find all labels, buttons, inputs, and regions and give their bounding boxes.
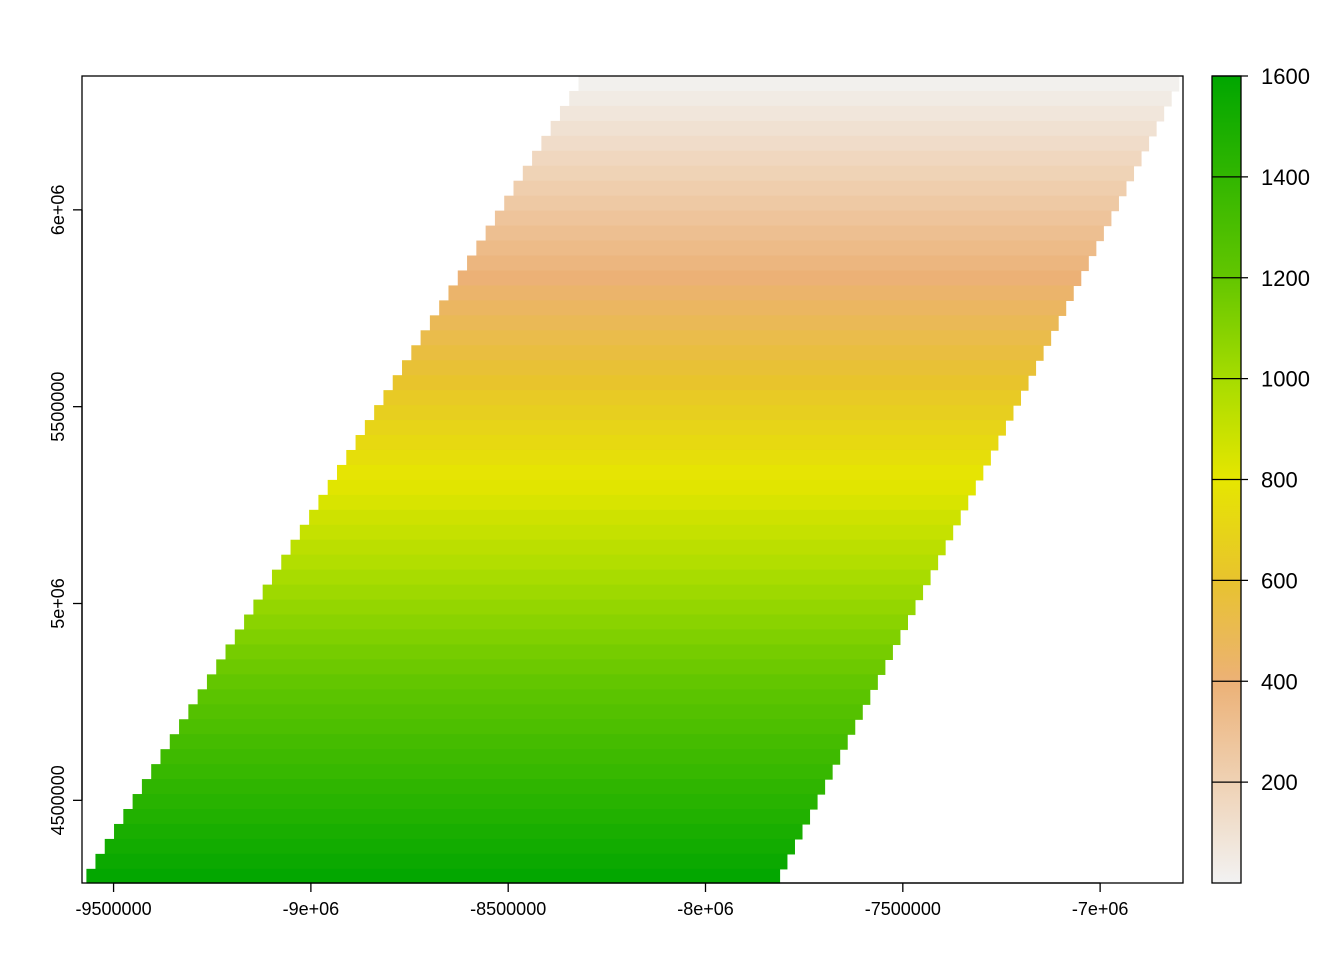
raster-row [104,838,795,855]
raster-row [550,120,1157,137]
y-tick-label: 5500000 [48,372,68,442]
raster-row [290,539,946,556]
raster-row [318,494,969,511]
raster-row [429,315,1059,331]
x-axis: -9500000 -9e+06 -8500000 -8e+06 -7500000 -7e+… [76,882,1129,919]
raster-row [532,150,1142,167]
colorbar-tick-label: 600 [1261,568,1298,593]
raster-row [392,375,1029,391]
raster-row [132,794,818,810]
x-tick-label: -8500000 [470,899,546,919]
raster-row [541,135,1150,152]
raster-row [420,330,1052,346]
raster-row [141,779,826,795]
raster-row [346,449,991,466]
raster-row [448,285,1074,301]
x-tick-label: -7e+06 [1072,899,1129,919]
raster-row [374,405,1014,421]
raster-row [327,479,976,496]
raster-row [234,629,901,646]
raster-row [206,674,878,690]
raster-cells [86,76,1180,884]
raster-row [95,853,788,870]
colorbar-tick-label: 1000 [1261,367,1310,392]
colorbar-tick-label: 1600 [1261,64,1310,89]
raster-row [485,225,1104,242]
colorbar-tick-label: 1200 [1261,266,1310,291]
raster-row [383,390,1022,406]
raster-row [244,614,909,631]
colorbar-legend: 200 400 600 800 1000 1200 1400 1600 [1211,64,1310,884]
raster-row [336,464,984,481]
raster-row [179,719,856,735]
y-tick-label: 6e+06 [48,185,68,236]
raster-row [151,764,833,780]
raster-row [309,509,961,526]
y-tick-label: 5e+06 [48,578,68,629]
raster-row [169,734,848,750]
raster-row [513,180,1127,197]
raster-row [522,165,1135,182]
raster-row [457,270,1082,287]
raster-row [225,644,893,660]
raster-row [467,255,1089,272]
colorbar-tick-label: 400 [1261,669,1298,694]
raster-row [123,808,811,825]
raster-row [364,420,1006,436]
x-tick-label: -8e+06 [677,899,734,919]
raster-row [253,599,916,616]
raster-row [188,704,863,720]
raster-row [504,195,1119,212]
colorbar-tick-label: 200 [1261,770,1298,795]
raster-row [476,240,1097,257]
raster-row [411,345,1044,361]
raster-row [559,105,1165,122]
raster-row [355,435,999,451]
raster-row [494,210,1112,227]
colorbar-tick-label: 1400 [1261,165,1310,190]
raster-row [281,554,939,571]
y-axis: 4500000 5e+06 5500000 6e+06 [48,185,83,835]
raster-row [86,868,781,884]
raster-row [569,90,1172,107]
colorbar-ticks: 200 400 600 800 1000 1200 1400 1600 [1212,64,1310,795]
x-tick-label: -7500000 [865,899,941,919]
raster-row [262,584,924,601]
raster-row [402,360,1037,376]
raster-row [439,300,1067,316]
raster-row [160,749,841,765]
raster-row [271,569,931,586]
raster-row [299,524,954,541]
raster-row [114,823,803,840]
raster-row [578,76,1180,92]
x-tick-label: -9e+06 [283,899,340,919]
raster-row [216,659,886,675]
raster-row [197,689,871,705]
y-tick-label: 4500000 [48,765,68,835]
x-tick-label: -9500000 [76,899,152,919]
colorbar-tick-label: 800 [1261,468,1298,493]
